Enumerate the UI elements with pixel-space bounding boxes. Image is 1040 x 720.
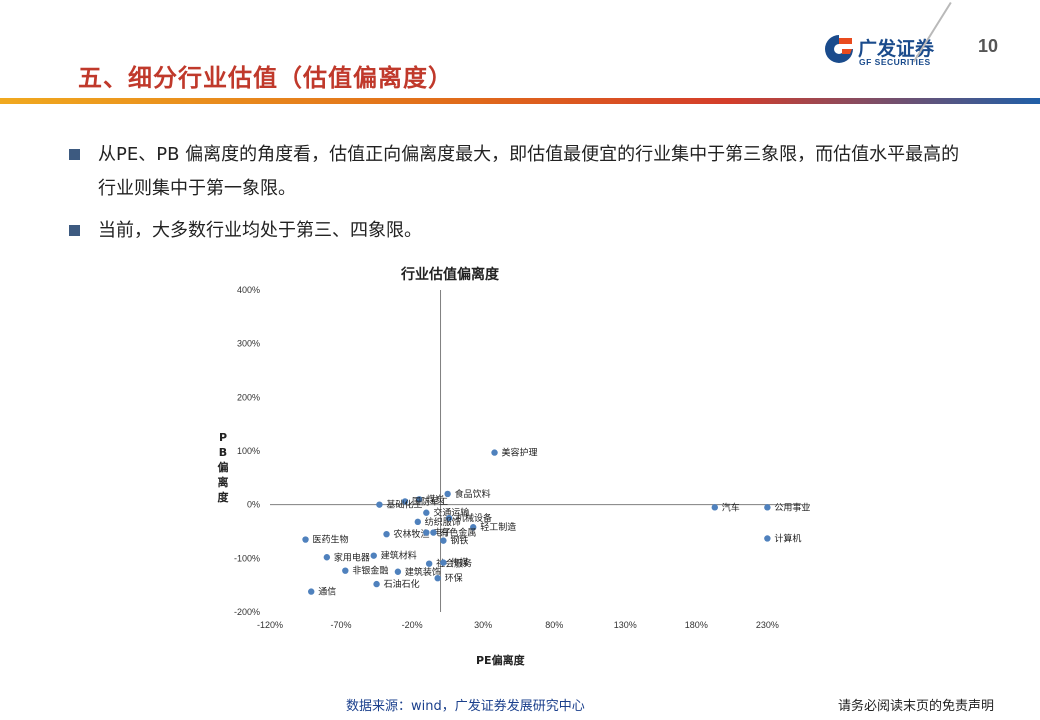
point-label: 计算机 [774,532,801,544]
gf-securities-logo: 广发证券 GF SECURITIES [822,32,952,72]
point-label: 国防军工 [412,495,448,507]
data-point [440,559,447,566]
bullet-item: 当前，大多数行业均处于第三、四象限。 [66,214,966,248]
point-label: 机械设备 [456,512,492,524]
bullet-text: 从PE、PB 偏离度的角度看，估值正向偏离度最大，即估值最便宜的行业集中于第三象… [98,144,960,199]
point-label: 非银金融 [352,565,388,577]
data-point [308,588,315,595]
data-point [470,524,477,531]
data-point [764,504,771,511]
y-tick-label: 200% [237,392,260,402]
data-point [376,501,383,508]
data-point [440,537,447,544]
scatter-plot: 400% 300% 200% 100% 0% -100% -200% -120% -70% -20… [234,285,810,630]
x-tick-label: 30% [474,620,492,630]
slide-header: 五、细分行业估值（估值偏离度） 广发证券 GF SECURITIES 10 [0,0,1040,106]
point-label: 汽车 [722,501,740,513]
y-tick-label: 100% [237,446,260,456]
x-tick-label: 80% [545,620,563,630]
logo-text-cn: 广发证券 [858,38,935,60]
y-tick-label: 300% [237,339,260,349]
point-label: 通信 [318,586,336,598]
x-tick-label: 180% [685,620,708,630]
data-point [401,498,409,505]
data-point [491,449,498,456]
y-tick-label: 0% [247,500,260,510]
point-label: 煤炭 [426,493,444,505]
x-tick-label: -20% [402,620,423,630]
x-tick-label: 130% [614,620,637,630]
gf-logo-icon [825,35,853,63]
disclaimer-note: 请务必阅读末页的免责声明 [838,699,995,714]
point-label: 交通运输 [433,507,469,519]
x-tick-label: -120% [257,620,283,630]
x-tick-label: -70% [331,620,352,630]
point-label: 公用事业 [774,501,810,513]
data-point [444,490,451,498]
data-point [434,574,441,582]
data-point [383,530,390,538]
point-label: 农林牧渔 [394,528,430,540]
point-label: 建筑装饰 [405,566,441,578]
data-point [342,567,349,574]
point-label: 基础化工 [386,499,422,511]
y-tick-label: 400% [237,285,260,295]
square-bullet-icon [69,225,80,236]
data-point [711,504,718,511]
header-color-rule [0,98,1040,104]
square-bullet-icon [69,149,80,160]
logo-text-en: GF SECURITIES [859,57,931,67]
point-label: 建筑材料 [381,550,417,562]
data-point [423,509,430,516]
point-label: 电子 [433,527,451,539]
data-point [445,514,453,522]
data-point [430,529,437,536]
point-label: 纺织服饰 [425,516,461,528]
x-tick-label: 230% [756,620,779,630]
bullet-text: 当前，大多数行业均处于第三、四象限。 [98,220,422,241]
point-label: 医药生物 [313,534,349,546]
point-label: 传媒 [450,557,468,569]
point-label: 家用电器 [334,551,370,563]
x-axis-label: PE偏离度 [476,654,525,667]
y-tick-label: -100% [234,553,260,563]
point-label: 有色金属 [440,527,476,539]
page-title: 五、细分行业估值（估值偏离度） [78,64,453,92]
data-point [373,580,380,588]
data-point [416,496,423,503]
point-label: 钢铁 [450,535,468,547]
y-tick-label: -200% [234,607,260,617]
point-label: 美容护理 [502,447,538,459]
page-number: 10 [978,36,999,56]
point-label: 石油石化 [384,578,420,590]
data-point [414,518,421,526]
chart-title: 行业估值偏离度 [401,267,499,283]
data-point [302,536,309,543]
bullet-item: 从PE、PB 偏离度的角度看，估值正向偏离度最大，即估值最便宜的行业集中于第三象… [66,138,966,206]
data-point [425,560,433,567]
point-label: 食品饮料 [455,488,491,500]
data-point [764,535,771,542]
point-label: 轻工制造 [480,521,516,533]
bullet-list: 从PE、PB 偏离度的角度看，估值正向偏离度最大，即估值最便宜的行业集中于第三象… [66,138,966,256]
data-point [394,568,402,575]
data-source-note: 数据来源：wind，广发证券发展研究中心 [346,699,585,714]
data-point [370,552,377,559]
data-point [323,554,331,561]
point-label: 环保 [445,572,463,584]
data-point [423,529,430,536]
